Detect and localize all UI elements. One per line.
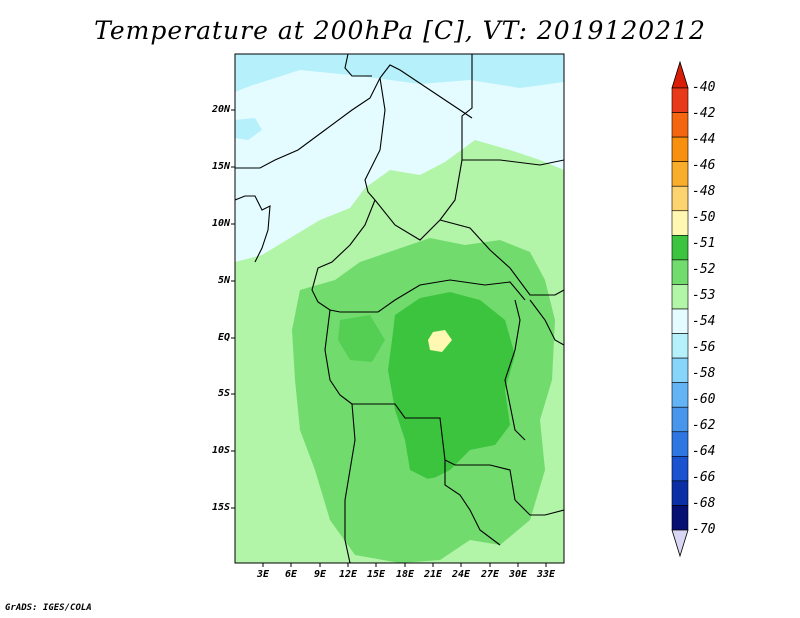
colorbar-label: -58: [692, 366, 716, 381]
colorbar-label: -54: [692, 314, 716, 329]
colorbar-label: -40: [692, 80, 716, 95]
colorbar-label: -52: [692, 262, 716, 277]
colorbar-label: -48: [692, 184, 716, 199]
border-lake-chad: [364, 77, 386, 201]
colorbar-label: -64: [692, 444, 716, 459]
field-band-56: [235, 54, 564, 92]
colorbar-label: -66: [692, 470, 716, 485]
field-band-51-west: [338, 315, 385, 362]
border-west-a: [235, 195, 271, 263]
colorbar-cell: [671, 284, 689, 310]
colorbar-label: -42: [692, 106, 716, 121]
field-band-56-west: [235, 118, 262, 140]
field-band-51: [388, 292, 515, 480]
colorbar-cell: [671, 235, 689, 261]
colorbar-label: -44: [692, 132, 716, 147]
lat-label-10s: 10S: [211, 445, 230, 456]
colorbar-label: -46: [692, 158, 716, 173]
colorbar-label: -56: [692, 340, 716, 355]
colorbar-cell: [671, 456, 689, 482]
colorbar-cell: [671, 406, 689, 433]
colorbar-cell: [671, 112, 689, 138]
lat-label-5n: 5N: [217, 275, 230, 286]
colorbar-cell: [671, 382, 689, 408]
border-sudan: [439, 219, 564, 296]
temperature-field: [235, 54, 564, 563]
colorbar-bottom-arrow: [671, 529, 689, 558]
colorbar-cell: [671, 161, 689, 187]
colorbar-label: -68: [692, 496, 716, 511]
colorbar-label: -50: [692, 210, 716, 225]
colorbar-label: -62: [692, 418, 716, 433]
colorbar-label: -53: [692, 288, 716, 303]
lon-label-30e: 30E: [508, 569, 528, 580]
colorbar-cell: [671, 505, 689, 531]
lat-label-eq: EQ: [217, 332, 230, 343]
map-title: Temperature at 200hPa [C], VT: 201912021…: [94, 16, 706, 45]
border-chad-car: [374, 159, 463, 241]
colorbar-label: -70: [692, 522, 716, 537]
field-band-50: [428, 330, 452, 352]
colorbar-cell: [671, 210, 689, 236]
border-zambia: [444, 460, 501, 546]
border-car-drc: [377, 279, 526, 313]
colorbar-label: -60: [692, 392, 716, 407]
lat-label-10n: 10N: [211, 218, 230, 229]
border-cameroon: [311, 199, 378, 313]
colorbar-label: -51: [692, 236, 716, 251]
colorbar-cells: [671, 87, 689, 531]
axis-ticks: [231, 109, 547, 567]
colorbar-top-arrow: [671, 60, 689, 89]
country-borders: [235, 54, 564, 563]
colorbar-cell: [671, 87, 689, 113]
lon-label-33e: 33E: [536, 569, 556, 580]
lon-label-6e: 6E: [284, 569, 298, 580]
lon-label-27e: 27E: [480, 569, 500, 580]
border-gabon-congo: [324, 309, 353, 405]
colorbar-cell: [671, 185, 689, 212]
border-north-b: [344, 54, 372, 77]
lat-label-15n: 15N: [211, 161, 230, 172]
lon-label-3e: 3E: [256, 569, 270, 580]
colorbar-cell: [671, 480, 689, 506]
map-frame: [234, 53, 565, 564]
lat-label-5s: 5S: [217, 388, 230, 399]
colorbar-cell: [671, 136, 689, 162]
colorbar-cell: [671, 308, 689, 334]
colorbar-cell: [671, 259, 689, 285]
lat-label-20n: 20N: [211, 104, 230, 115]
lon-label-21e: 21E: [423, 569, 443, 580]
lon-label-24e: 24E: [451, 569, 471, 580]
lon-label-12e: 12E: [338, 569, 358, 580]
lon-label-15e: 15E: [366, 569, 386, 580]
colorbar: [671, 60, 689, 558]
border-kenya: [529, 299, 564, 346]
lat-label-15s: 15S: [211, 502, 230, 513]
colorbar-cell: [671, 333, 689, 359]
border-north-a: [235, 64, 473, 169]
border-angola-coast-inner: [344, 403, 356, 563]
lon-label-9e: 9E: [313, 569, 327, 580]
border-malawi: [514, 499, 564, 516]
credit-text: GrADS: IGES/COLA: [5, 603, 92, 613]
colorbar-cell: [671, 431, 689, 457]
lon-label-18e: 18E: [395, 569, 415, 580]
colorbar-cell: [671, 357, 689, 383]
border-east-lakes: [504, 299, 526, 441]
